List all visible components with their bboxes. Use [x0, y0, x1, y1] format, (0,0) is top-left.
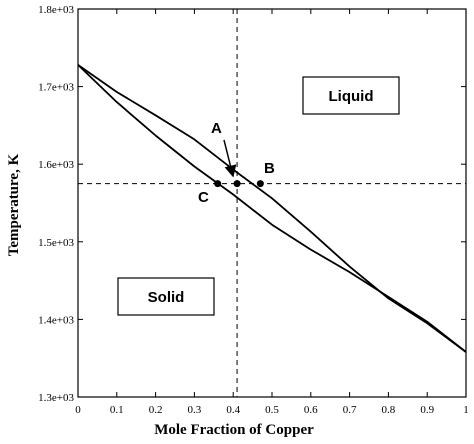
tick-marks	[77, 8, 467, 398]
liquid-label-box	[302, 76, 400, 115]
point-b	[256, 180, 264, 188]
x-tick-label: 1	[463, 404, 469, 416]
point-label-a: A	[211, 120, 222, 137]
point-c	[214, 180, 222, 188]
plot-frame	[77, 8, 467, 398]
y-tick-labels: 1.3e+03 1.4e+03 1.5e+03 1.6e+03 1.7e+03 1.8e+…	[38, 4, 74, 404]
y-axis-title: Temperature, K	[6, 153, 22, 256]
y-tick-label: 1.7e+03	[38, 82, 74, 94]
x-tick-label: 0.8	[382, 404, 396, 416]
x-tick-label: 0.1	[110, 404, 124, 416]
x-tick-label: 0.9	[420, 404, 434, 416]
y-tick-label: 1.4e+03	[38, 314, 74, 326]
pointer-arrow-a	[223, 139, 237, 178]
liquidus-curve	[77, 64, 467, 353]
point-label-c: C	[198, 189, 209, 206]
liquid-region-label: Liquid	[329, 88, 374, 105]
x-tick-label: 0.5	[265, 404, 279, 416]
y-tick-label: 1.6e+03	[38, 159, 74, 171]
x-tick-label: 0.6	[304, 404, 318, 416]
y-tick-label: 1.5e+03	[38, 237, 74, 249]
reference-lines	[78, 9, 466, 397]
x-tick-labels: 0 0.1 0.2 0.3 0.4 0.5 0.6 0.7 0.8 0.9 1	[75, 404, 469, 416]
x-tick-label: 0.2	[149, 404, 163, 416]
x-axis-title: Mole Fraction of Copper	[154, 422, 314, 438]
point-a	[233, 180, 241, 188]
x-tick-label: 0.7	[343, 404, 357, 416]
x-tick-label: 0.3	[188, 404, 202, 416]
solid-label-box	[117, 277, 215, 316]
y-tick-label: 1.8e+03	[38, 4, 74, 16]
x-tick-label: 0.4	[226, 404, 240, 416]
series-lines	[77, 64, 467, 353]
y-tick-label: 1.3e+03	[38, 392, 74, 404]
solid-region-label: Solid	[148, 289, 185, 306]
x-tick-label: 0	[75, 404, 81, 416]
point-label-b: B	[264, 160, 275, 177]
marked-points	[214, 180, 264, 188]
solidus-curve	[77, 64, 467, 353]
